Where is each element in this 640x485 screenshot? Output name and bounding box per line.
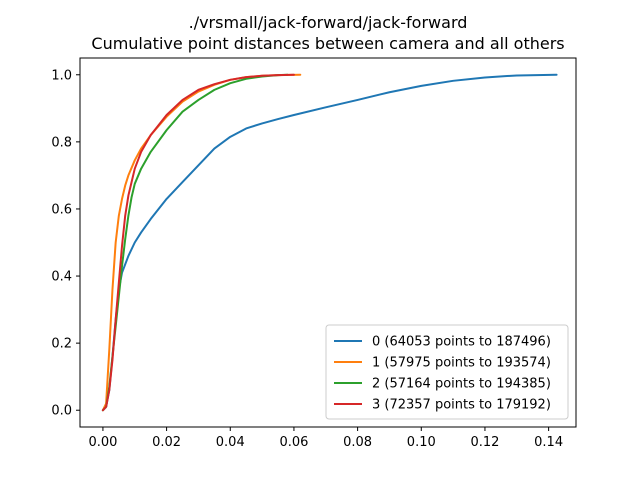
chart-subtitle: Cumulative point distances between camer… xyxy=(91,34,564,53)
x-tick-label: 0.14 xyxy=(534,435,563,450)
axes-frame xyxy=(79,57,577,428)
x-tick-label: 0.10 xyxy=(407,435,436,450)
series-line-3 xyxy=(101,73,295,412)
legend-label-0: 0 (64053 points to 187496) xyxy=(372,335,551,350)
x-tick-label: 0.04 xyxy=(216,435,245,450)
y-tick-label: 0.2 xyxy=(51,337,72,352)
x-tick-label: 0.06 xyxy=(279,435,308,450)
legend-label-1: 1 (57975 points to 193574) xyxy=(372,356,551,371)
y-tick-label: 0.6 xyxy=(51,202,72,217)
x-tick-label: 0.02 xyxy=(152,435,181,450)
x-tick-label: 0.08 xyxy=(343,435,372,450)
x-tick-label: 0.12 xyxy=(470,435,499,450)
chart-title: ./vrsmall/jack-forward/jack-forward xyxy=(189,13,468,32)
legend-label-2: 2 (57164 points to 194385) xyxy=(372,377,551,392)
legend-box xyxy=(325,324,569,420)
y-tick-label: 0.0 xyxy=(51,404,72,419)
legend-label-3: 3 (72357 points to 179192) xyxy=(372,398,551,413)
y-tick-label: 1.0 xyxy=(51,68,72,83)
axes-layer: 0.00 0.02 0.04 0.06 0.08 0.10 0.12 0.14 0.0 0.2 0.… xyxy=(51,57,577,450)
y-tick-label: 0.8 xyxy=(51,135,72,150)
x-tick-label: 0.00 xyxy=(88,435,117,450)
series-layer xyxy=(101,73,558,412)
legend: 0 (64053 points to 187496) 1 (57975 point… xyxy=(325,324,569,420)
y-tick-label: 0.4 xyxy=(51,270,72,285)
